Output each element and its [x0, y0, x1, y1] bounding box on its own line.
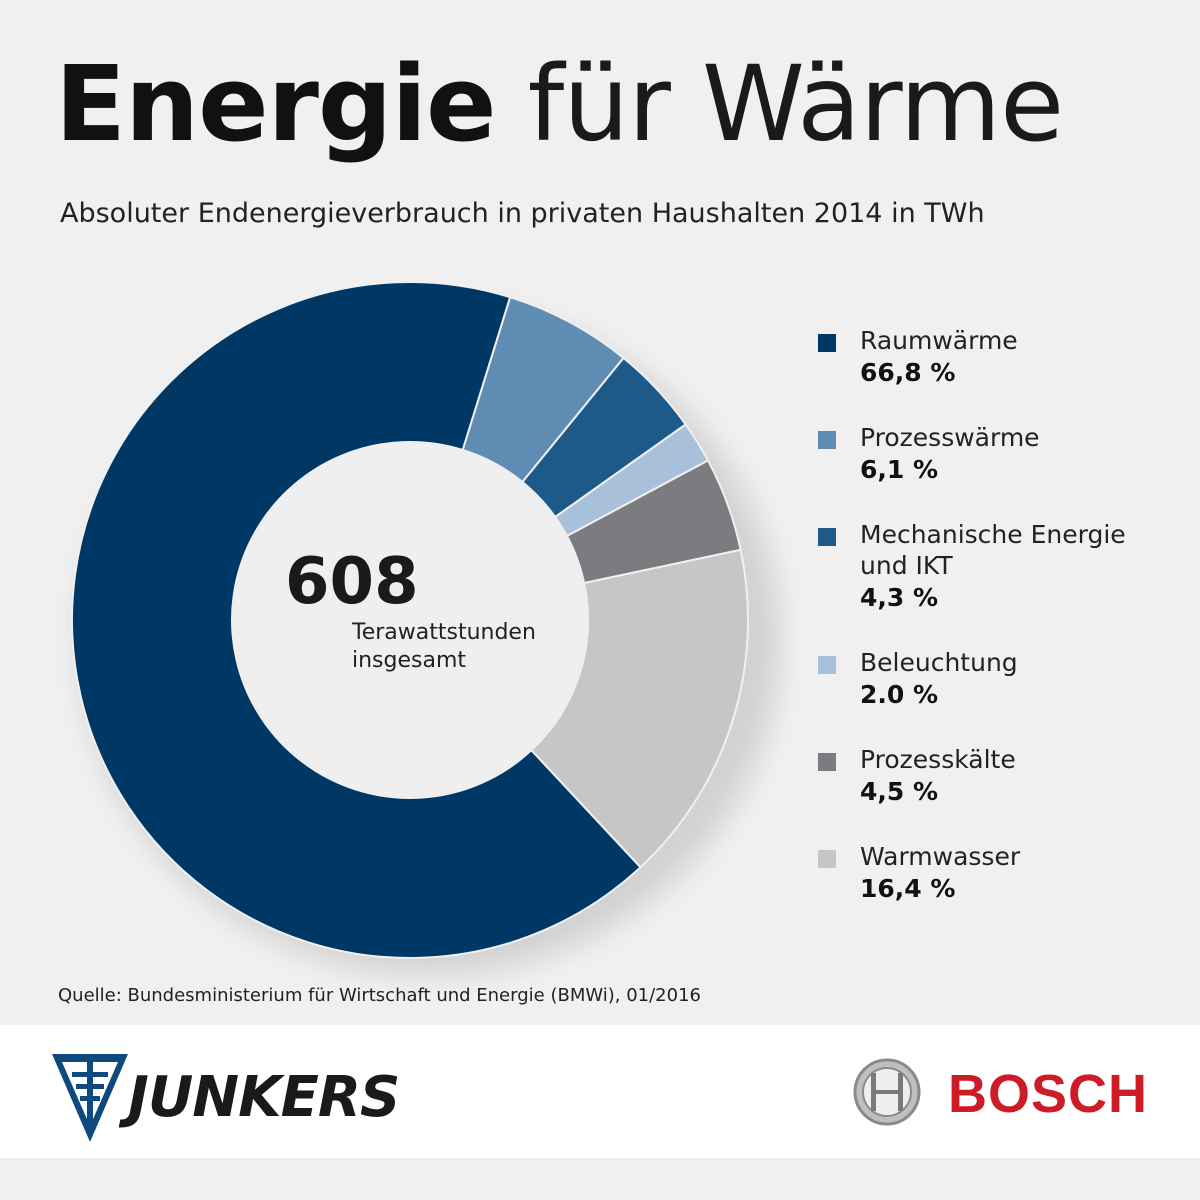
legend-value: 6,1 %: [860, 455, 939, 484]
page-title: Energie für Wärme: [55, 52, 1064, 156]
legend-value: 66,8 %: [860, 358, 956, 387]
donut-chart: 608 Terawattstunden insgesamt: [71, 281, 780, 975]
legend-item-beleuchtung: Beleuchtung 2.0 %: [818, 647, 1158, 711]
total-value: 608: [285, 545, 419, 619]
source-note: Quelle: Bundesministerium für Wirtschaft…: [58, 985, 701, 1006]
legend-swatch: [818, 656, 836, 674]
legend-item-mechanische-energie: Mechanische Energie und IKT 4,3 %: [818, 519, 1158, 614]
footer-logos: JUNKERS BOSCH: [0, 1025, 1200, 1158]
junkers-logo-icon: [52, 1054, 128, 1142]
donut-hole: [233, 443, 587, 797]
legend-item-raumwaerme: Raumwärme 66,8 %: [818, 325, 1158, 389]
legend-item-prozesskaelte: Prozesskälte 4,5 %: [818, 744, 1158, 808]
legend-item-prozesswaerme: Prozesswärme 6,1 %: [818, 422, 1158, 486]
donut-slice-0: [71, 281, 642, 959]
title-bold: Energie: [55, 43, 497, 165]
legend-label: Beleuchtung: [860, 648, 1018, 677]
donut-slices: [71, 281, 749, 959]
bosch-wordmark: BOSCH: [948, 1064, 1149, 1124]
donut-slice-5: [529, 548, 749, 869]
legend-item-warmwasser: Warmwasser 16,4 %: [818, 841, 1158, 905]
total-unit-line1: Terawattstunden: [351, 620, 536, 645]
legend-value: 4,5 %: [860, 777, 939, 806]
total-unit-line2: insgesamt: [352, 648, 466, 673]
legend-value: 2.0 %: [860, 680, 939, 709]
legend-value: 16,4 %: [860, 874, 956, 903]
legend-label: Warmwasser: [860, 842, 1021, 871]
legend-label-line1: Mechanische Energie: [860, 520, 1126, 549]
legend-swatch: [818, 334, 836, 352]
legend-swatch: [818, 850, 836, 868]
legend-label: Prozesskälte: [860, 745, 1016, 774]
legend-label: Prozesswärme: [860, 423, 1040, 452]
legend-swatch: [818, 528, 836, 546]
legend-label-line2: und IKT: [860, 551, 953, 580]
legend-label: Raumwärme: [860, 326, 1018, 355]
legend-value: 4,3 %: [860, 583, 939, 612]
title-light: für Wärme: [527, 43, 1064, 165]
bosch-armature-icon: [853, 1058, 921, 1126]
legend-swatch: [818, 753, 836, 771]
legend-swatch: [818, 431, 836, 449]
junkers-wordmark: JUNKERS: [128, 1065, 400, 1130]
chart-subtitle: Absoluter Endenergieverbrauch in private…: [60, 198, 985, 229]
